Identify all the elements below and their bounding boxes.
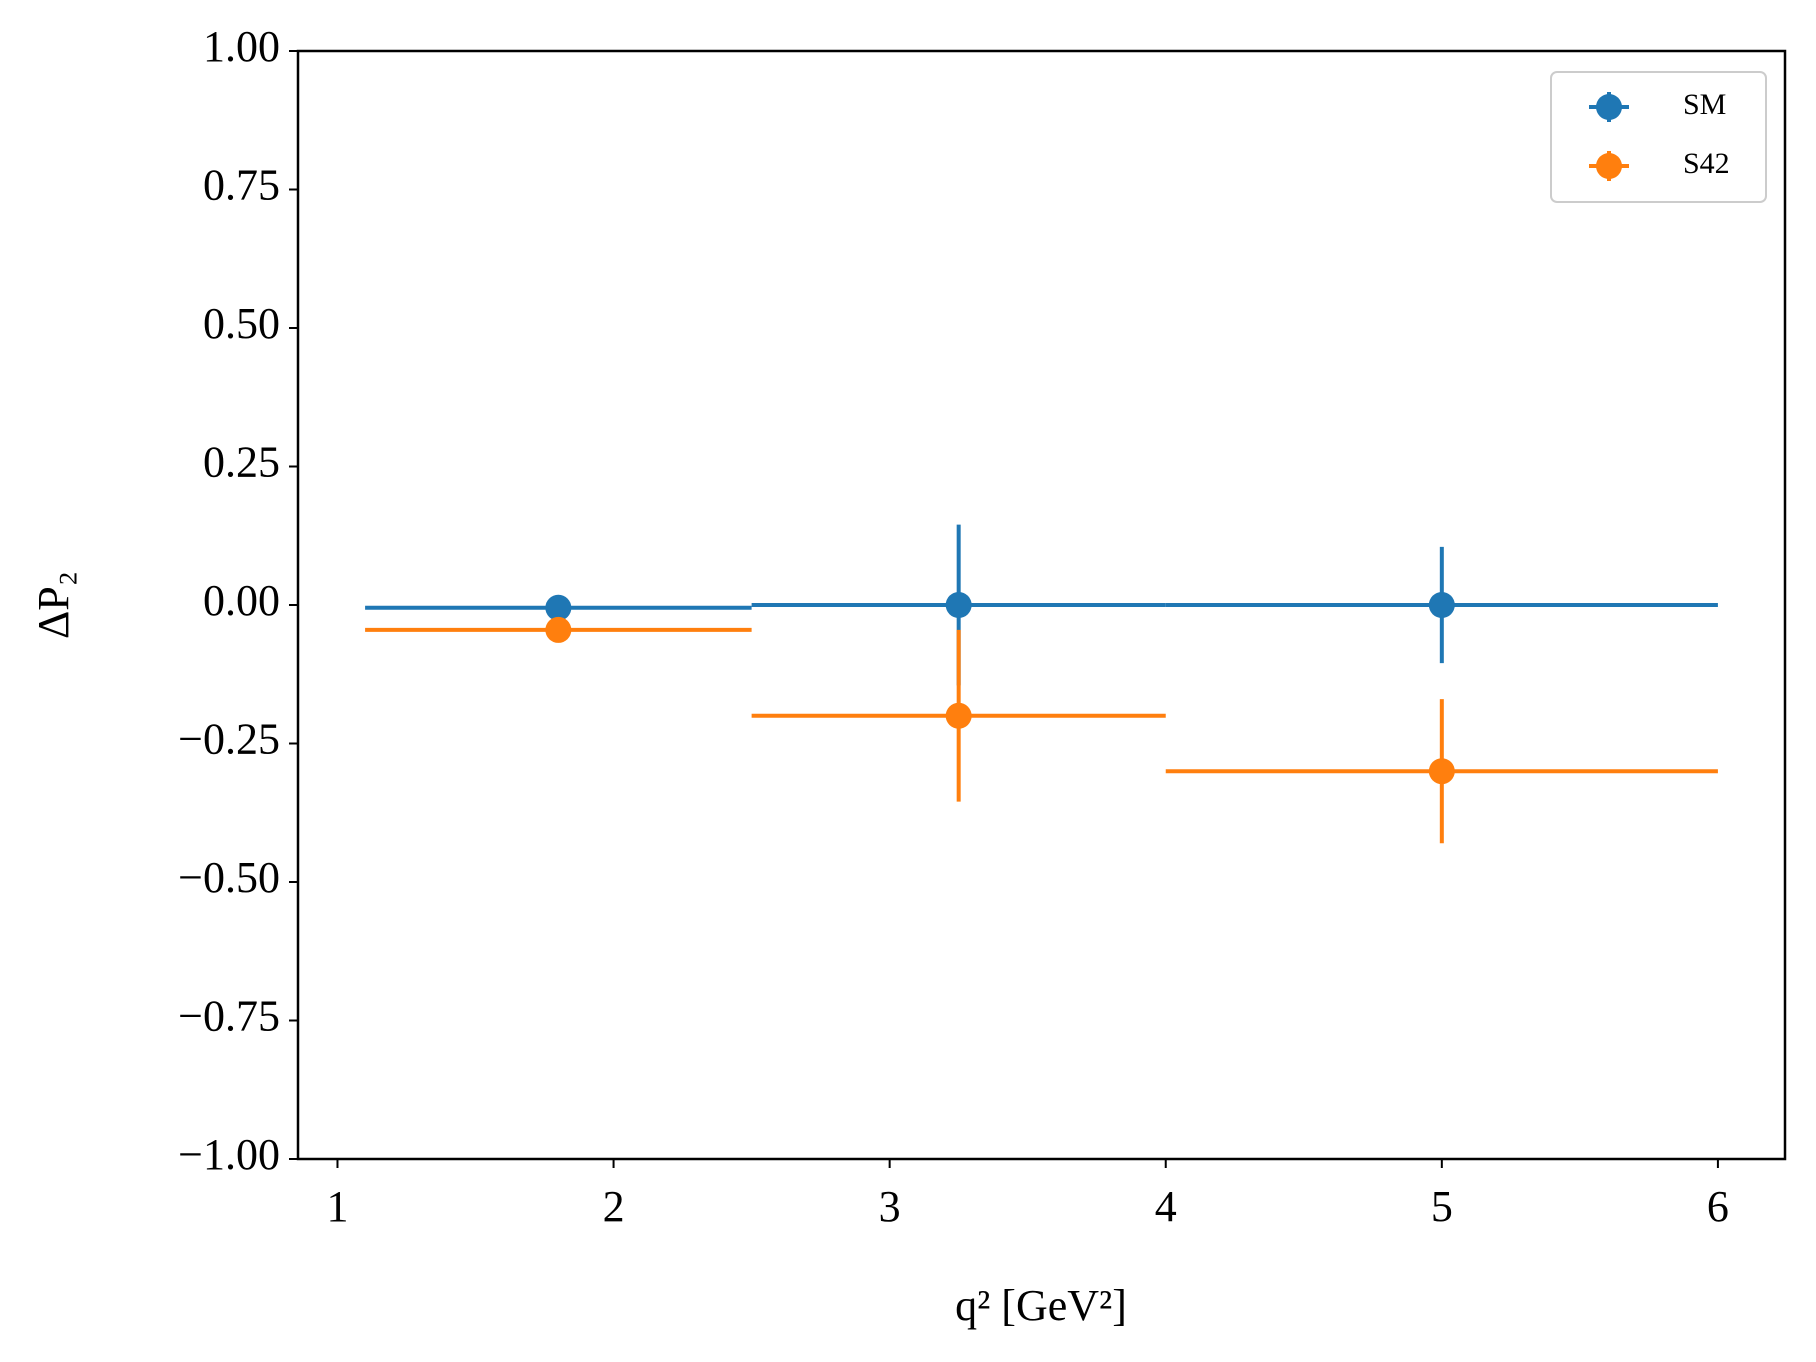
y-tick-label: 0.75	[203, 161, 280, 210]
x-tick-label: 4	[1155, 1182, 1177, 1231]
point	[545, 594, 572, 621]
y-tick-label: 1.00	[203, 22, 280, 71]
x-tick-label: 2	[603, 1182, 625, 1231]
point	[945, 702, 972, 729]
point	[1428, 758, 1455, 785]
x-tick-label: 5	[1431, 1182, 1453, 1231]
legend-marker	[1596, 153, 1622, 179]
y-tick-label: −0.50	[178, 853, 280, 902]
legend-box	[1550, 71, 1767, 203]
plot-frame	[296, 49, 1787, 1161]
x-tick-label: 3	[879, 1182, 901, 1231]
point	[945, 592, 972, 618]
legend-label: S42	[1683, 147, 1730, 180]
y-tick-label: −0.25	[178, 715, 280, 764]
x-axis-label: q² [GeV²]	[955, 1281, 1127, 1330]
y-tick-label: 0.25	[203, 438, 280, 487]
point	[545, 616, 572, 643]
y-tick-label: −1.00	[178, 1130, 280, 1179]
x-tick-label: 6	[1707, 1182, 1729, 1231]
legend-marker	[1596, 94, 1622, 120]
legend-label: SM	[1683, 88, 1726, 121]
x-tick-label: 1	[326, 1182, 348, 1231]
y-axis-label: ΔP₂	[29, 571, 78, 639]
point	[1428, 592, 1455, 618]
y-tick-label: −0.75	[178, 992, 280, 1041]
legend: SM S42	[1550, 71, 1767, 203]
y-tick-label: 0.50	[203, 299, 280, 348]
y-tick-label: 0.00	[203, 576, 280, 625]
